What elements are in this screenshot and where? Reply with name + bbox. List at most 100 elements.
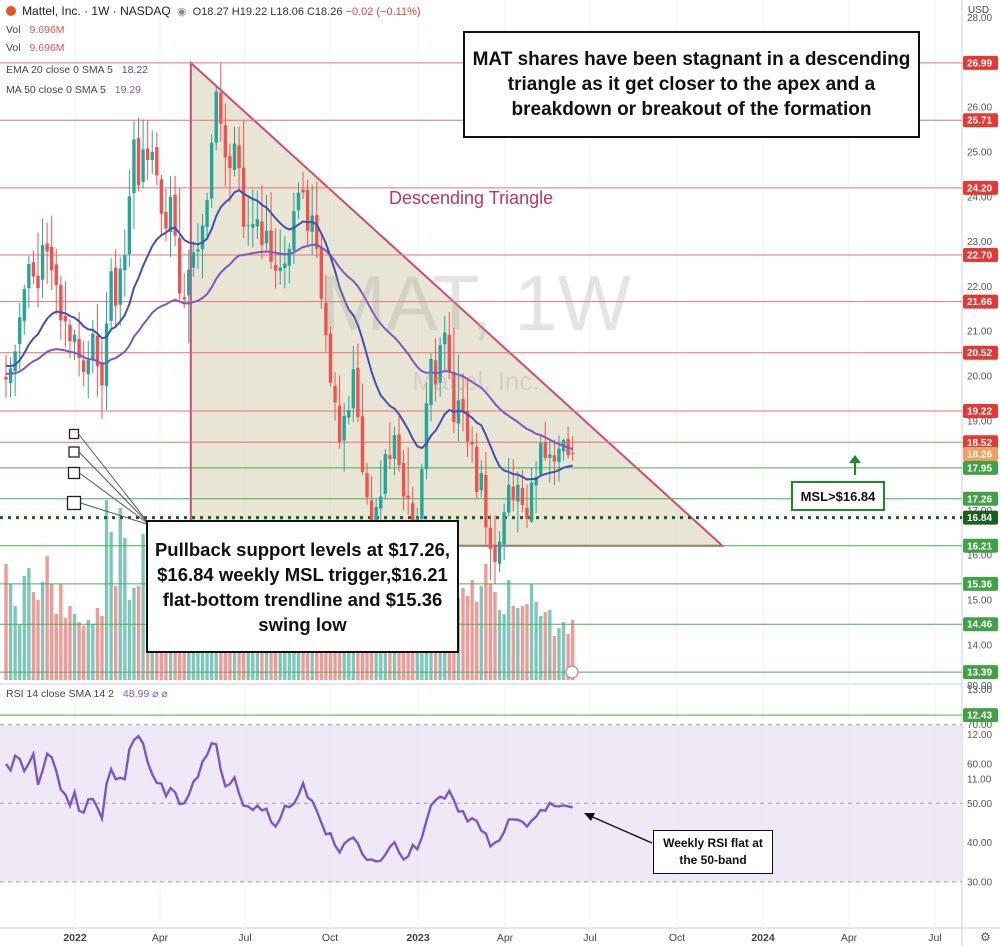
msl-label[interactable]: MSL>$16.84 — [791, 481, 885, 511]
vol-legend-1[interactable]: Vol 9.696M — [6, 24, 65, 36]
candle — [246, 195, 250, 246]
callout-support-levels[interactable]: Pullback support levels at $17.26, $16.8… — [146, 520, 459, 653]
time-tick-label: Apr — [841, 932, 858, 944]
candle-body — [150, 152, 154, 161]
volume-bar — [488, 584, 493, 680]
vol-legend-2[interactable]: Vol 9.696M — [6, 42, 65, 54]
rsi-tick-label: 80.00 — [967, 681, 992, 692]
price-badge-label: 20.52 — [967, 348, 992, 359]
candle-body — [493, 545, 497, 562]
candle — [27, 255, 31, 309]
candle — [347, 396, 351, 425]
price-badge — [963, 294, 998, 309]
candle — [475, 432, 479, 499]
price-badge — [963, 617, 998, 632]
watermark-name: Mattel, Inc. — [412, 366, 539, 396]
candle — [461, 373, 465, 432]
volume-bar — [13, 606, 17, 680]
watermark-symbol: MAT, 1W — [321, 259, 632, 347]
candle-body — [18, 317, 22, 345]
price-badge — [963, 435, 998, 450]
candle — [187, 249, 191, 344]
candle-body — [529, 482, 534, 522]
candle — [264, 195, 269, 251]
volume-bar — [470, 580, 474, 680]
candle — [127, 169, 132, 267]
candle-body — [287, 248, 292, 266]
candle-body — [388, 455, 392, 459]
candle — [141, 119, 145, 188]
leader-line — [78, 451, 151, 526]
candle — [18, 302, 22, 370]
rsi-tick-label: 50.00 — [967, 799, 992, 810]
candle-body — [232, 143, 237, 170]
volume-bar — [118, 508, 122, 680]
pattern-label: Descending Triangle — [389, 188, 554, 208]
volume-bar — [502, 614, 506, 680]
volume-bar — [68, 606, 72, 680]
ma-legend[interactable]: MA 50 close 0 SMA 5 19.29 — [6, 84, 142, 96]
candle-body — [264, 230, 269, 244]
callout-rsi[interactable]: Weekly RSI flat at the 50-band — [653, 830, 773, 874]
candle-body — [91, 333, 95, 361]
candle — [59, 276, 63, 340]
candle — [177, 188, 182, 302]
candle-body — [305, 190, 310, 231]
candle — [365, 462, 369, 505]
time-tick-label: Jul — [928, 932, 941, 944]
rsi-line — [5, 734, 573, 863]
candle-body — [155, 147, 159, 176]
candle — [54, 248, 58, 315]
candle — [232, 126, 237, 177]
candle-body — [420, 469, 424, 519]
candle-body — [123, 255, 127, 271]
eye-icon[interactable]: ◉ — [176, 6, 187, 18]
volume-bar — [86, 620, 90, 680]
currency-label[interactable]: USD — [968, 5, 990, 16]
candle-body — [164, 212, 168, 229]
support-marker — [66, 495, 82, 511]
volume-bar — [77, 622, 81, 680]
price-badge-label: 18.52 — [967, 438, 992, 449]
candle-body — [347, 410, 351, 418]
volume-bar — [543, 612, 547, 680]
candle-body — [13, 351, 17, 372]
price-tick-label: 16.00 — [967, 551, 992, 562]
symbol-title[interactable]: Mattel, Inc. · 1W · NASDAQ — [22, 4, 171, 18]
candle — [200, 213, 205, 279]
candle-body — [397, 434, 401, 466]
rsi-legend[interactable]: RSI 14 close SMA 14 2 48.99 ⌀ ⌀ — [6, 688, 168, 700]
leader-line — [79, 472, 151, 526]
candle — [4, 354, 8, 398]
candle-body — [77, 338, 81, 359]
candle — [196, 223, 200, 269]
volume-bar — [548, 610, 552, 680]
volume-bar — [50, 584, 54, 680]
volume-bar — [570, 620, 575, 680]
callout-top[interactable]: MAT shares have been stagnant in a desce… — [463, 31, 920, 138]
candle — [397, 415, 401, 472]
candle-body — [438, 345, 442, 383]
candle — [283, 236, 287, 289]
volume-bar — [136, 586, 141, 680]
candle-body — [570, 453, 575, 455]
candle-body — [177, 238, 182, 294]
candle-body — [182, 297, 186, 300]
candle — [81, 340, 86, 387]
volume-bar — [104, 500, 109, 680]
candle — [100, 340, 104, 420]
candle-body — [401, 462, 406, 497]
candle-body — [369, 500, 374, 525]
candle — [173, 175, 177, 247]
mattel-logo-icon — [6, 6, 16, 16]
ema-legend[interactable]: EMA 20 close 0 SMA 5 18.22 — [6, 64, 149, 76]
price-badge-label: 17.95 — [967, 463, 992, 474]
leader-line — [80, 502, 151, 526]
candle — [136, 117, 141, 192]
candle-body — [95, 335, 100, 367]
candle — [13, 344, 17, 397]
support-marker — [68, 446, 80, 458]
price-tick-label: 21.00 — [967, 327, 992, 338]
candle-body — [470, 441, 474, 445]
